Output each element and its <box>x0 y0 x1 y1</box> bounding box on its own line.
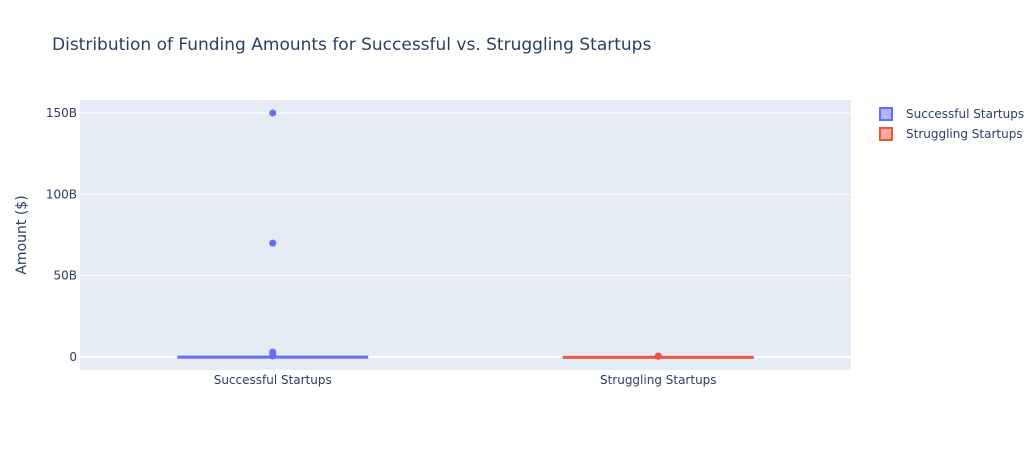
legend[interactable]: Successful Startups Struggling Startups <box>879 107 1024 141</box>
outlier-point <box>269 109 277 117</box>
x-axis-ticks: Successful Startups Struggling Startups <box>214 373 717 387</box>
y-tick-label: 100B <box>46 187 77 201</box>
chart-title: Distribution of Funding Amounts for Succ… <box>52 35 651 55</box>
legend-item[interactable]: Struggling Startups <box>879 127 1023 141</box>
legend-label: Successful Startups <box>906 107 1024 121</box>
y-axis-ticks: 0 50B 100B 150B <box>46 106 77 364</box>
y-tick-label: 150B <box>46 106 77 120</box>
legend-item[interactable]: Successful Startups <box>879 107 1024 121</box>
x-tick-label: Struggling Startups <box>600 373 717 387</box>
outlier-point <box>269 239 277 247</box>
y-tick-label: 50B <box>53 269 77 283</box>
outlier-point <box>269 352 277 360</box>
y-axis-title: Amount ($) <box>14 195 30 274</box>
plot-area <box>80 100 851 370</box>
box-trace <box>562 352 754 360</box>
box-trace <box>177 109 369 360</box>
legend-swatch <box>879 107 893 121</box>
x-tick-label: Successful Startups <box>214 373 332 387</box>
box-traces <box>177 109 754 360</box>
legend-label: Struggling Startups <box>906 127 1023 141</box>
legend-swatch <box>879 127 893 141</box>
outlier-point <box>654 352 662 360</box>
y-tick-label: 0 <box>69 350 77 364</box>
